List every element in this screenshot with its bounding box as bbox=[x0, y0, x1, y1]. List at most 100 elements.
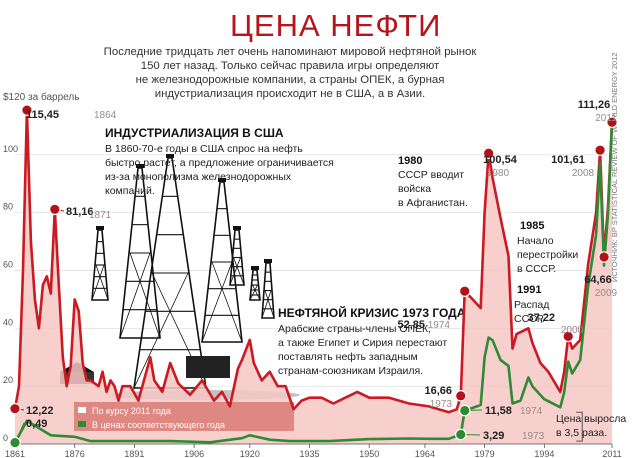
subtitle-line: не железнодорожные компании, а страны ОП… bbox=[136, 74, 445, 86]
y-axis-top-label: $120 за баррель bbox=[3, 91, 79, 103]
data-label-year: 1871 bbox=[89, 210, 112, 221]
line-real-price bbox=[13, 108, 614, 414]
oil-derricks-illustration bbox=[60, 154, 300, 400]
annotation-line: быстро растет, а предложение ограничивае… bbox=[105, 157, 334, 169]
annotation-ussr-collapse: 1991 Распад СССР. bbox=[514, 284, 549, 325]
price-lines bbox=[13, 108, 614, 444]
data-label-value: 81,16 bbox=[66, 206, 94, 218]
y-tick-label: 60 bbox=[3, 260, 13, 270]
y-tick-label: 20 bbox=[3, 375, 13, 385]
annotation-line: войска bbox=[398, 183, 431, 195]
derrick-brace bbox=[91, 264, 105, 301]
data-marker bbox=[454, 428, 467, 441]
derrick-crown bbox=[166, 154, 174, 158]
x-tick-label: 1876 bbox=[65, 449, 85, 458]
data-label-value: 115,45 bbox=[26, 109, 59, 121]
data-label-value: 12,22 bbox=[26, 405, 54, 417]
subtitle-line: Последние тридцать лет очень напоминают … bbox=[104, 46, 478, 58]
data-marker bbox=[48, 203, 61, 216]
data-label-year: 1973 bbox=[430, 399, 453, 410]
annotation-line: странам-союзникам Израиля. bbox=[278, 365, 423, 377]
data-label-value: 100,54 bbox=[483, 154, 518, 166]
annotation-growth: Цена выросла в 3,5 раза. bbox=[556, 413, 626, 439]
annotation-year: 1980 bbox=[398, 155, 422, 167]
data-label-year: 1864 bbox=[94, 110, 117, 121]
annotation-line: поставлять нефть западным bbox=[278, 351, 418, 363]
annotation-line: в СССР. bbox=[517, 263, 556, 275]
data-label-year: 2000 bbox=[561, 325, 584, 336]
annotation-line: в 3,5 раза. bbox=[556, 427, 607, 439]
data-label-year: 1974 bbox=[520, 406, 543, 417]
source-note: ИСТОЧНИК: BP STATISTICAL REVIEW OF WORLD… bbox=[610, 53, 619, 282]
annotation-line: из-за монополизма железнодорожных bbox=[105, 171, 292, 183]
annotation-year: 1991 bbox=[517, 284, 541, 296]
legend-swatch-nominal bbox=[78, 421, 86, 427]
derrick-brace bbox=[229, 257, 241, 286]
y-tick-label: 100 bbox=[3, 144, 18, 154]
y-tick-label: 40 bbox=[3, 317, 13, 327]
data-label-value: 101,61 bbox=[551, 154, 585, 166]
derrick-brace bbox=[201, 261, 233, 343]
derrick-crown bbox=[96, 226, 104, 230]
x-tick-label: 1861 bbox=[5, 449, 25, 458]
derrick-crown bbox=[218, 178, 226, 182]
derrick-brace bbox=[129, 252, 161, 339]
annotation-line: а также Египет и Сирия перестают bbox=[278, 337, 447, 349]
annotation-line: В 1860-70-е годы в США спрос на нефть bbox=[105, 143, 303, 155]
annotation-line: компаний. bbox=[105, 185, 155, 197]
y-tick-label: 80 bbox=[3, 202, 13, 212]
data-label-value: 52,85 bbox=[397, 319, 425, 331]
legend: По курсу 2011 года В ценах соответствующ… bbox=[74, 402, 294, 431]
derrick-brace bbox=[133, 272, 189, 389]
data-label-value: 16,66 bbox=[424, 385, 452, 397]
x-tick-label: 1935 bbox=[300, 449, 320, 458]
subtitle-line: индустриализация происходит не в США, а … bbox=[155, 88, 426, 100]
legend-label-real: По курсу 2011 года bbox=[92, 406, 171, 416]
storage-shed bbox=[186, 356, 230, 378]
derrick-brace bbox=[264, 290, 275, 319]
derrick-crown bbox=[136, 164, 144, 168]
derrick-crown bbox=[233, 226, 241, 230]
data-label-value: 3,29 bbox=[483, 430, 504, 442]
data-label-year: 2011 bbox=[595, 113, 617, 124]
derrick-brace bbox=[261, 290, 272, 319]
annotation-line: перестройки bbox=[517, 249, 578, 261]
subtitle-line: 150 лет назад. Только сейчас правила игр… bbox=[141, 60, 440, 72]
x-tick-label: 2011 bbox=[602, 449, 621, 458]
data-label-year: 1980 bbox=[487, 168, 510, 179]
growth-bracket bbox=[576, 411, 583, 442]
annotation-line: СССР вводит bbox=[398, 169, 464, 181]
data-label-value: 37,22 bbox=[527, 312, 555, 324]
derrick-brace bbox=[233, 257, 245, 286]
data-marker bbox=[482, 147, 495, 160]
annotation-line: в Афганистан. bbox=[398, 197, 468, 209]
data-marker bbox=[594, 144, 606, 156]
data-marker bbox=[454, 390, 467, 402]
x-tick-label: 1891 bbox=[124, 449, 144, 458]
legend-background bbox=[74, 402, 294, 431]
annotation-title: НЕФТЯНОЙ КРИЗИС 1973 ГОДА bbox=[278, 305, 466, 320]
x-tick-label: 1920 bbox=[240, 449, 260, 458]
derrick-brace bbox=[95, 264, 109, 301]
annotation-line: Арабские страны-члены ОПЕК, bbox=[278, 323, 431, 335]
annotation-line: Начало bbox=[517, 235, 554, 247]
data-label-value: 0,49 bbox=[26, 418, 47, 430]
data-label-year: 1973 bbox=[522, 431, 545, 442]
data-marker bbox=[9, 402, 21, 415]
legend-label-nominal: В ценах соответствующего года bbox=[92, 420, 225, 430]
data-label-value: 64,66 bbox=[584, 274, 612, 286]
x-tick-label: 1950 bbox=[359, 449, 379, 458]
derrick-brace bbox=[211, 261, 243, 343]
data-marker bbox=[458, 404, 471, 417]
annotation-afghanistan: 1980 СССР вводит войска в Афганистан. bbox=[398, 155, 468, 209]
data-marker bbox=[9, 436, 21, 449]
annotation-line: Цена выросла bbox=[556, 413, 626, 425]
data-label-year: 1974 bbox=[428, 320, 451, 331]
derrick-brace bbox=[249, 284, 258, 301]
annotation-crisis-1973: НЕФТЯНОЙ КРИЗИС 1973 ГОДА Арабские стран… bbox=[278, 305, 466, 377]
data-marker bbox=[606, 116, 618, 129]
x-tick-label: 1964 bbox=[415, 449, 435, 458]
data-label-value: 11,58 bbox=[485, 405, 512, 417]
